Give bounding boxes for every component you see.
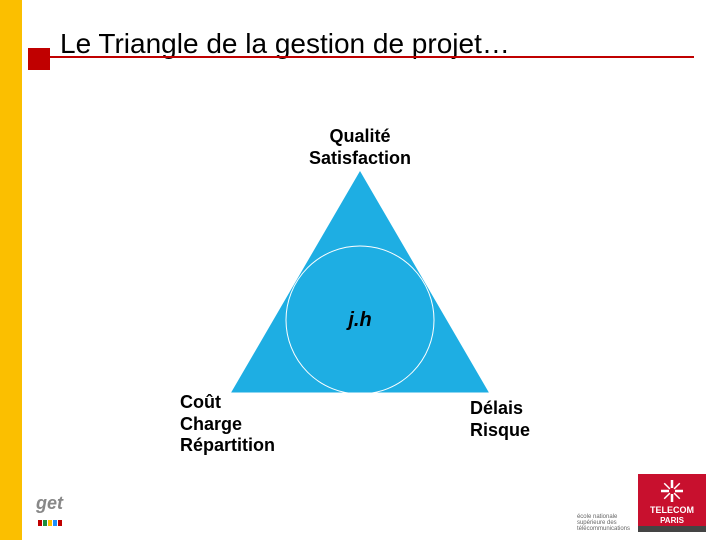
footer-get-logo: get — [36, 493, 63, 526]
label-left-line2: Charge — [180, 414, 300, 436]
label-right: Délais Risque — [470, 398, 570, 441]
triangle-shape — [232, 172, 488, 392]
label-right-line1: Délais — [470, 398, 570, 420]
label-top-line1: Qualité — [280, 126, 440, 148]
telecom-logo: TELECOM PARIS — [638, 474, 706, 532]
label-right-line2: Risque — [470, 420, 570, 442]
label-center: j.h — [320, 308, 400, 332]
telecom-tagline3: télécommunications — [577, 526, 630, 532]
star-icon — [659, 478, 685, 504]
triangle-diagram — [0, 0, 720, 540]
telecom-subtitle: PARIS — [660, 517, 684, 525]
telecom-title: TELECOM — [650, 506, 694, 515]
label-left-line1: Coût — [180, 392, 300, 414]
label-left-line3: Répartition — [180, 435, 300, 457]
label-top-line2: Satisfaction — [280, 148, 440, 170]
get-bars-icon — [38, 520, 62, 526]
get-label: get — [36, 493, 63, 514]
footer-telecom-block: école nationale supérieure des télécommu… — [577, 474, 706, 532]
label-top: Qualité Satisfaction — [280, 126, 440, 169]
label-left: Coût Charge Répartition — [180, 392, 300, 457]
